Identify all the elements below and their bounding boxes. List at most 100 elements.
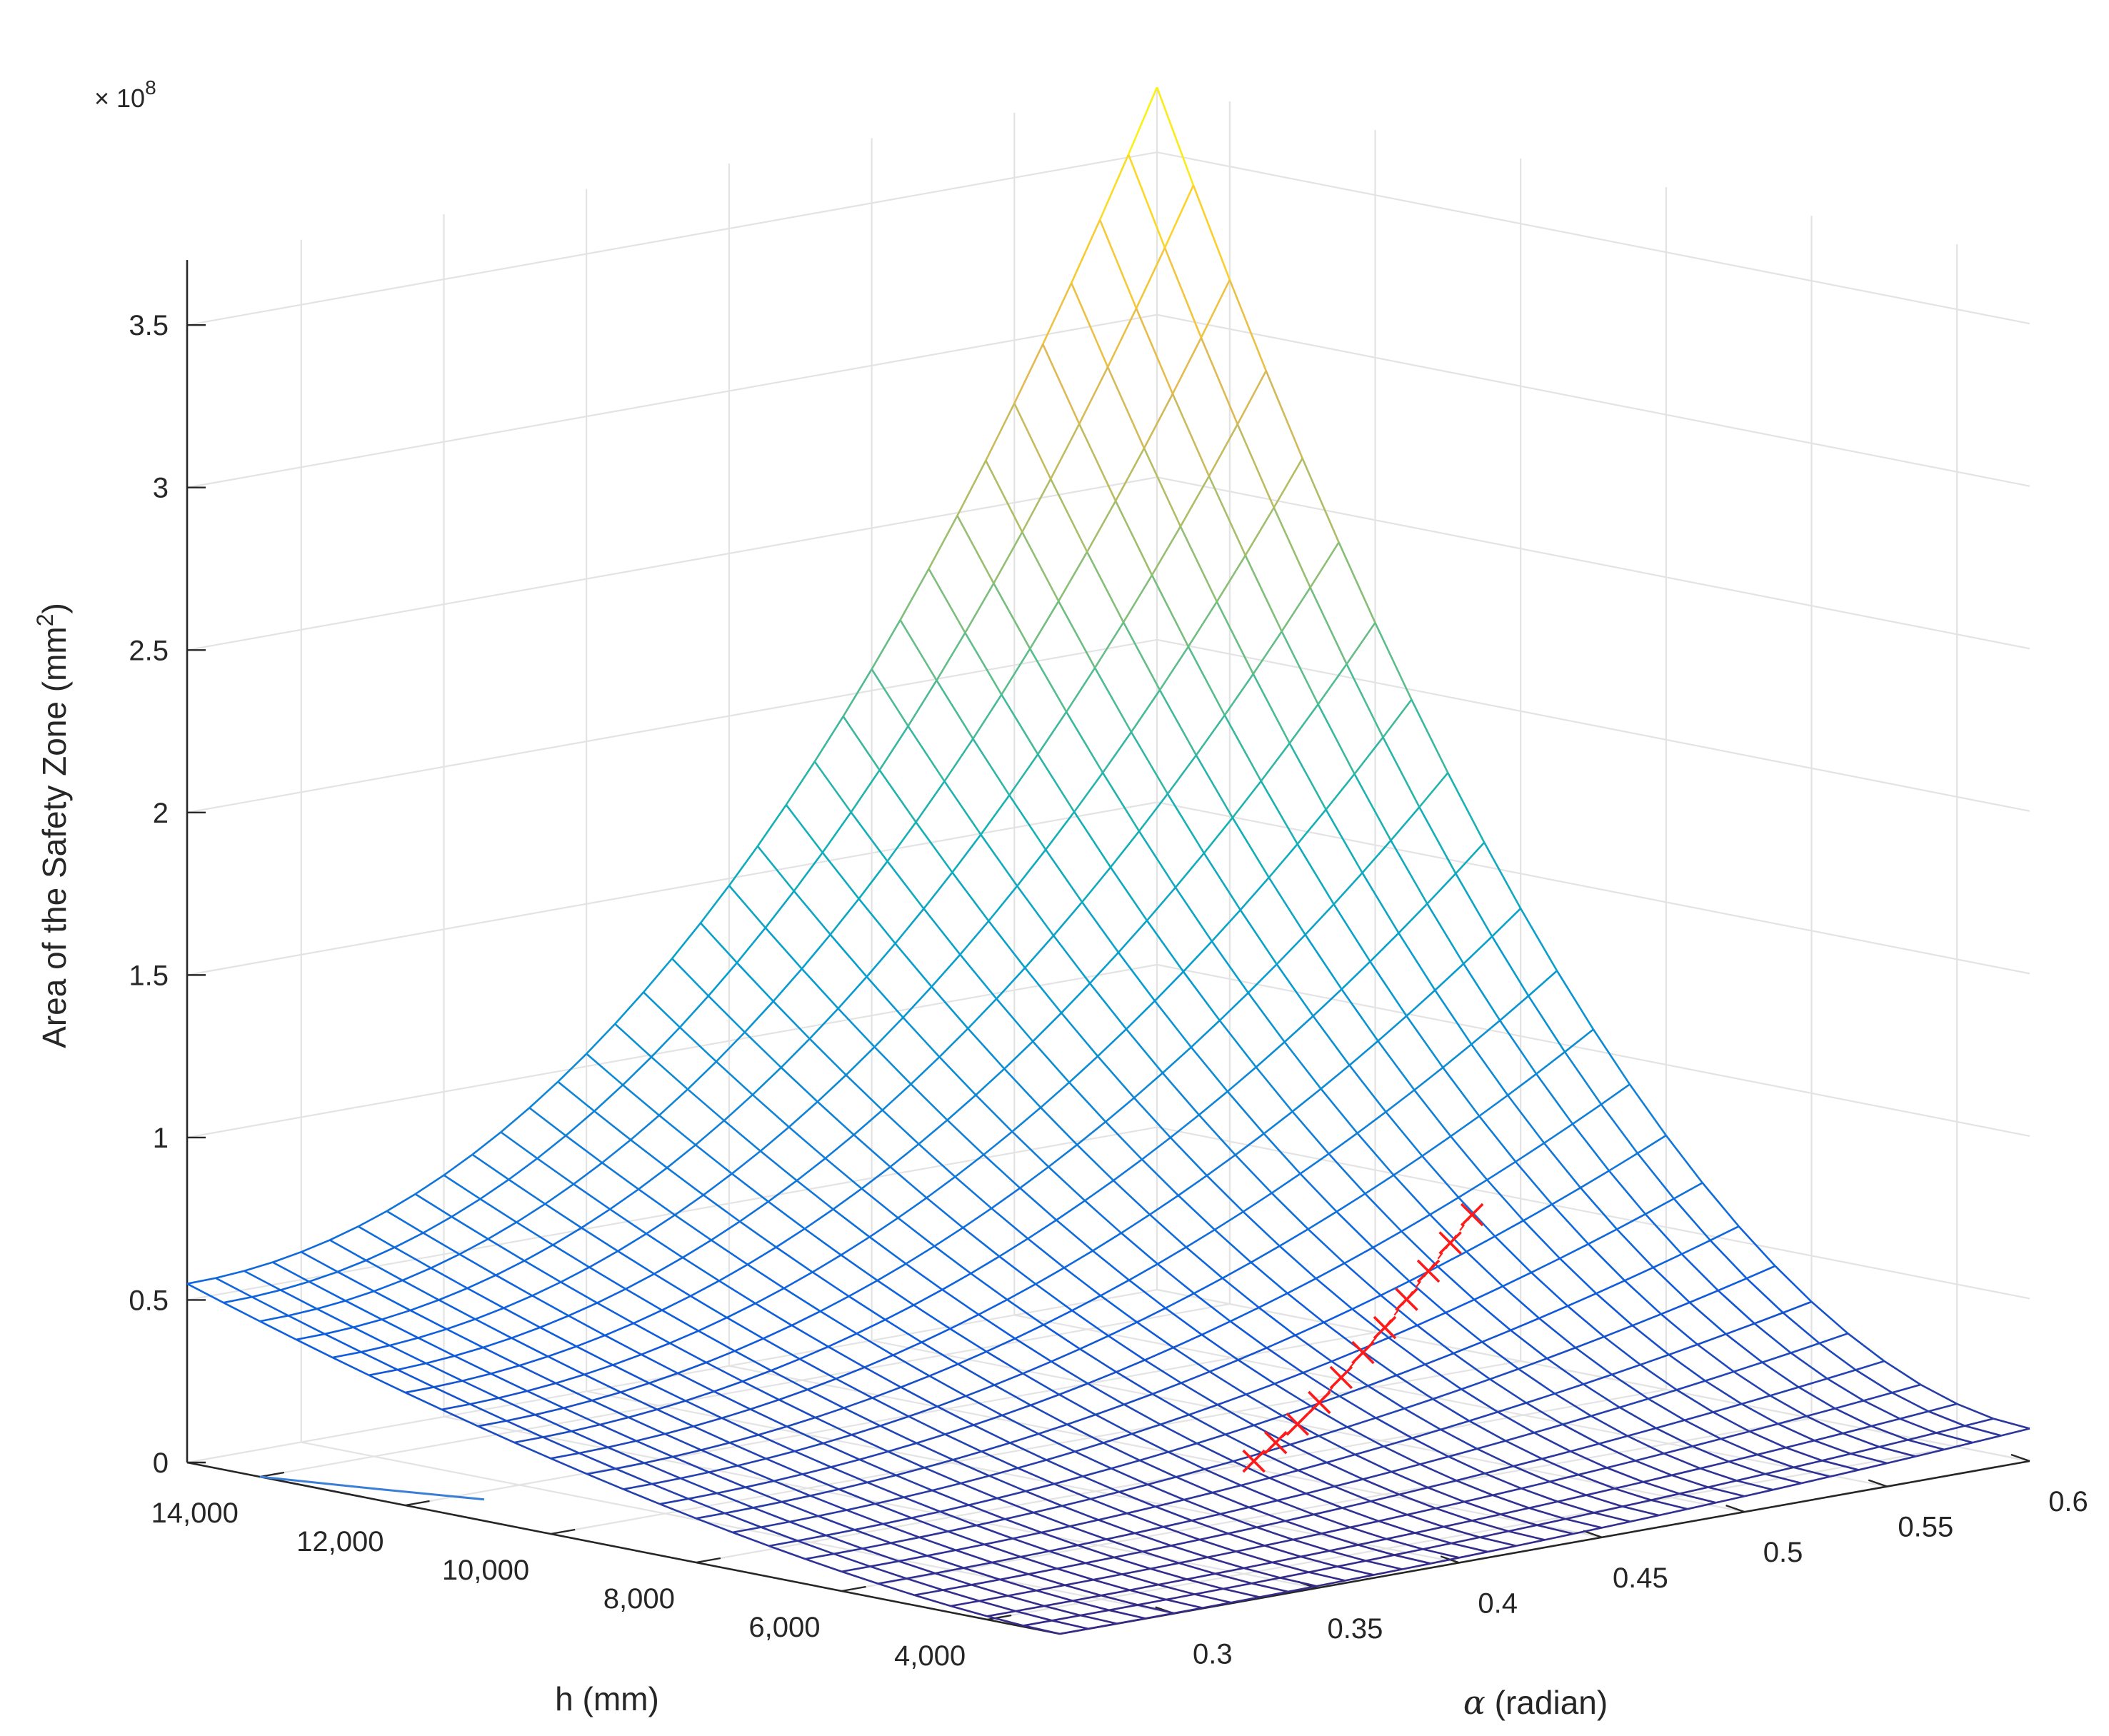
mesh-line-h [1252, 673, 1291, 744]
mesh-line-h [1320, 1088, 1358, 1134]
mesh-line-h [1208, 476, 1246, 556]
mesh-line-h [1248, 1506, 1286, 1522]
mesh-line-h [1388, 1337, 1426, 1365]
mesh-line-h [823, 1442, 861, 1461]
mesh-line-alpha [1121, 1213, 1151, 1234]
mesh-line-alpha [956, 1543, 985, 1552]
mesh-line-h [1187, 646, 1226, 716]
mesh-line-alpha [1095, 1403, 1125, 1416]
mesh-line-alpha [954, 1153, 985, 1178]
mesh-line-h [983, 1154, 1021, 1189]
mesh-line-h [1020, 1555, 1058, 1570]
mesh-line-alpha [988, 1467, 1018, 1477]
mesh-line-alpha [677, 1361, 707, 1375]
mesh-line-alpha [625, 1273, 655, 1290]
mesh-line-h [1805, 1415, 1843, 1435]
mesh-line-alpha [1393, 1155, 1423, 1176]
mesh-line-h [1429, 1214, 1468, 1253]
mesh-line-alpha [745, 1480, 774, 1488]
mesh-line-h [1106, 366, 1146, 449]
y-tick-label: 14,000 [151, 1497, 238, 1529]
mesh-line-alpha [1546, 1347, 1576, 1360]
mesh-line-alpha [1309, 541, 1340, 588]
mesh-line-alpha [836, 1366, 866, 1380]
x-marker-stroke [1438, 1231, 1462, 1255]
mesh-line-h [1092, 1250, 1130, 1281]
mesh-line-h [1001, 1414, 1039, 1435]
mesh-line-h [1701, 1182, 1740, 1228]
mesh-line-h [983, 1543, 1021, 1558]
mesh-line-h [1109, 866, 1148, 921]
mesh-line-alpha [1133, 1072, 1163, 1099]
mesh-line-alpha [1118, 1483, 1148, 1493]
x-tick-label: 0.3 [1193, 1639, 1233, 1670]
mesh-line-h [1033, 1511, 1071, 1527]
mesh-line-h [1377, 1040, 1416, 1091]
mesh-line-h [1705, 1380, 1743, 1405]
mesh-line-alpha [794, 1442, 823, 1452]
mesh-line-alpha [1110, 831, 1141, 868]
mesh-line-h [1158, 689, 1198, 756]
mesh-line-alpha [1223, 1582, 1252, 1590]
mesh-line-alpha [1089, 951, 1119, 984]
mesh-line-alpha [1234, 1133, 1265, 1156]
mesh-line-alpha [498, 1390, 528, 1399]
z-exponent-label: × 108 [94, 76, 156, 113]
mesh-line-alpha [1187, 601, 1218, 648]
mesh-line-h [1166, 793, 1205, 854]
mesh-line-h [1101, 1594, 1138, 1606]
mesh-line-alpha [1288, 1585, 1317, 1593]
mesh-line-alpha [1198, 1090, 1228, 1116]
mesh-line-alpha [1630, 1514, 1660, 1522]
mesh-line-h [1312, 1015, 1351, 1066]
mesh-line-h [1090, 1497, 1128, 1515]
mesh-line-alpha [1359, 1337, 1389, 1351]
mesh-line-h [951, 871, 990, 922]
mesh-line-h [1242, 1210, 1281, 1247]
mesh-line-alpha [1264, 1538, 1293, 1547]
mesh-line-h [1153, 1000, 1192, 1048]
x-marker [1373, 1315, 1397, 1340]
mesh-line-alpha [911, 1510, 941, 1519]
mesh-line-alpha [688, 1492, 718, 1500]
mesh-line-h [879, 1425, 917, 1445]
mesh-line-h [324, 1333, 362, 1353]
mesh-line-h [1636, 1153, 1675, 1200]
mesh-line-h [1533, 1432, 1571, 1452]
mesh-line-h [656, 1408, 694, 1428]
mesh-line-alpha [1328, 1132, 1358, 1155]
mesh-line-alpha [1679, 1486, 1708, 1495]
mesh-line-h [414, 1193, 453, 1218]
mesh-line-h [329, 1239, 367, 1262]
mesh-line-h [1526, 1402, 1563, 1425]
mesh-line-h [1203, 852, 1241, 910]
mesh-line-alpha [971, 1578, 1001, 1586]
mesh-line-alpha [789, 1515, 818, 1523]
mesh-line-h [887, 1450, 925, 1469]
mesh-line-h [1157, 1263, 1195, 1295]
mesh-line-h [796, 1180, 834, 1210]
mesh-line-alpha [345, 1290, 375, 1302]
mesh-line-alpha [914, 1589, 943, 1597]
mesh-line-h [1073, 811, 1112, 868]
mesh-line-h [443, 1174, 481, 1200]
mesh-line-alpha [414, 1174, 445, 1195]
mesh-line-h [1310, 1405, 1348, 1428]
mesh-line-h [1676, 1389, 1714, 1413]
mesh-line-alpha [438, 1287, 468, 1301]
mesh-line-alpha [1285, 1513, 1314, 1522]
mesh-line-alpha [956, 460, 987, 516]
mesh-line-h [1016, 885, 1055, 936]
mesh-line-h [609, 1208, 647, 1235]
mesh-line-alpha [1263, 1110, 1293, 1135]
mesh-line-alpha [781, 1495, 811, 1503]
mesh-line-h [1369, 960, 1408, 1017]
mesh-line-alpha [1451, 1536, 1481, 1545]
mesh-line-alpha [1171, 337, 1203, 395]
mesh-line-alpha [358, 1210, 388, 1228]
mesh-line-alpha [766, 1450, 795, 1460]
mesh-line-h [772, 1000, 811, 1040]
mesh-line-h [1176, 1476, 1213, 1494]
mesh-line-h [1523, 1220, 1561, 1260]
mesh-line-h [1190, 1046, 1228, 1093]
